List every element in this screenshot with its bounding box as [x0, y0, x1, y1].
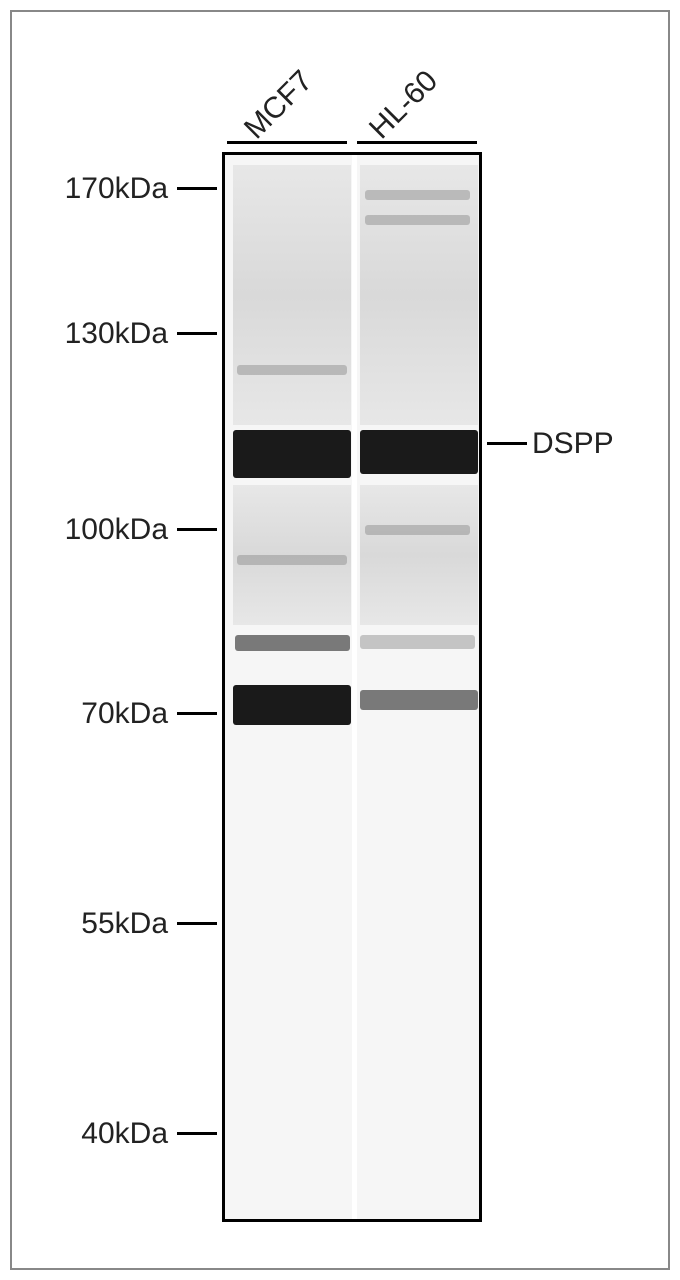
mw-tick-130	[177, 332, 217, 335]
blot-membrane	[222, 152, 482, 1222]
mw-label-55: 55kDa	[81, 907, 168, 941]
smear	[360, 165, 478, 425]
mw-tick-70	[177, 712, 217, 715]
lane-underline-2	[357, 141, 477, 144]
mw-label-130: 130kDa	[65, 317, 168, 351]
band	[233, 685, 351, 725]
band	[237, 365, 347, 375]
lane-label-1: MCF7	[238, 64, 320, 146]
smear	[233, 165, 351, 425]
band	[365, 190, 470, 200]
mw-label-100: 100kDa	[65, 513, 168, 547]
band-dspp-lane1	[233, 430, 351, 478]
target-tick	[487, 442, 527, 445]
target-label: DSPP	[532, 427, 614, 461]
mw-tick-40	[177, 1132, 217, 1135]
band	[235, 635, 350, 651]
mw-label-70: 70kDa	[81, 697, 168, 731]
mw-label-40: 40kDa	[81, 1117, 168, 1151]
mw-tick-170	[177, 187, 217, 190]
lane-underline-1	[227, 141, 347, 144]
band	[360, 635, 475, 649]
smear	[360, 485, 478, 625]
figure-frame: MCF7 HL-60 170kDa 130kDa 100kDa 70kDa 55…	[10, 10, 670, 1270]
blot-area: MCF7 HL-60 170kDa 130kDa 100kDa 70kDa 55…	[12, 12, 668, 1268]
mw-tick-100	[177, 528, 217, 531]
band	[360, 690, 478, 710]
band	[237, 555, 347, 565]
lane-label-2: HL-60	[363, 64, 445, 146]
band-dspp-lane2	[360, 430, 478, 474]
mw-label-170: 170kDa	[65, 172, 168, 206]
mw-tick-55	[177, 922, 217, 925]
band	[365, 525, 470, 535]
band	[365, 215, 470, 225]
lane-divider	[352, 155, 357, 1219]
